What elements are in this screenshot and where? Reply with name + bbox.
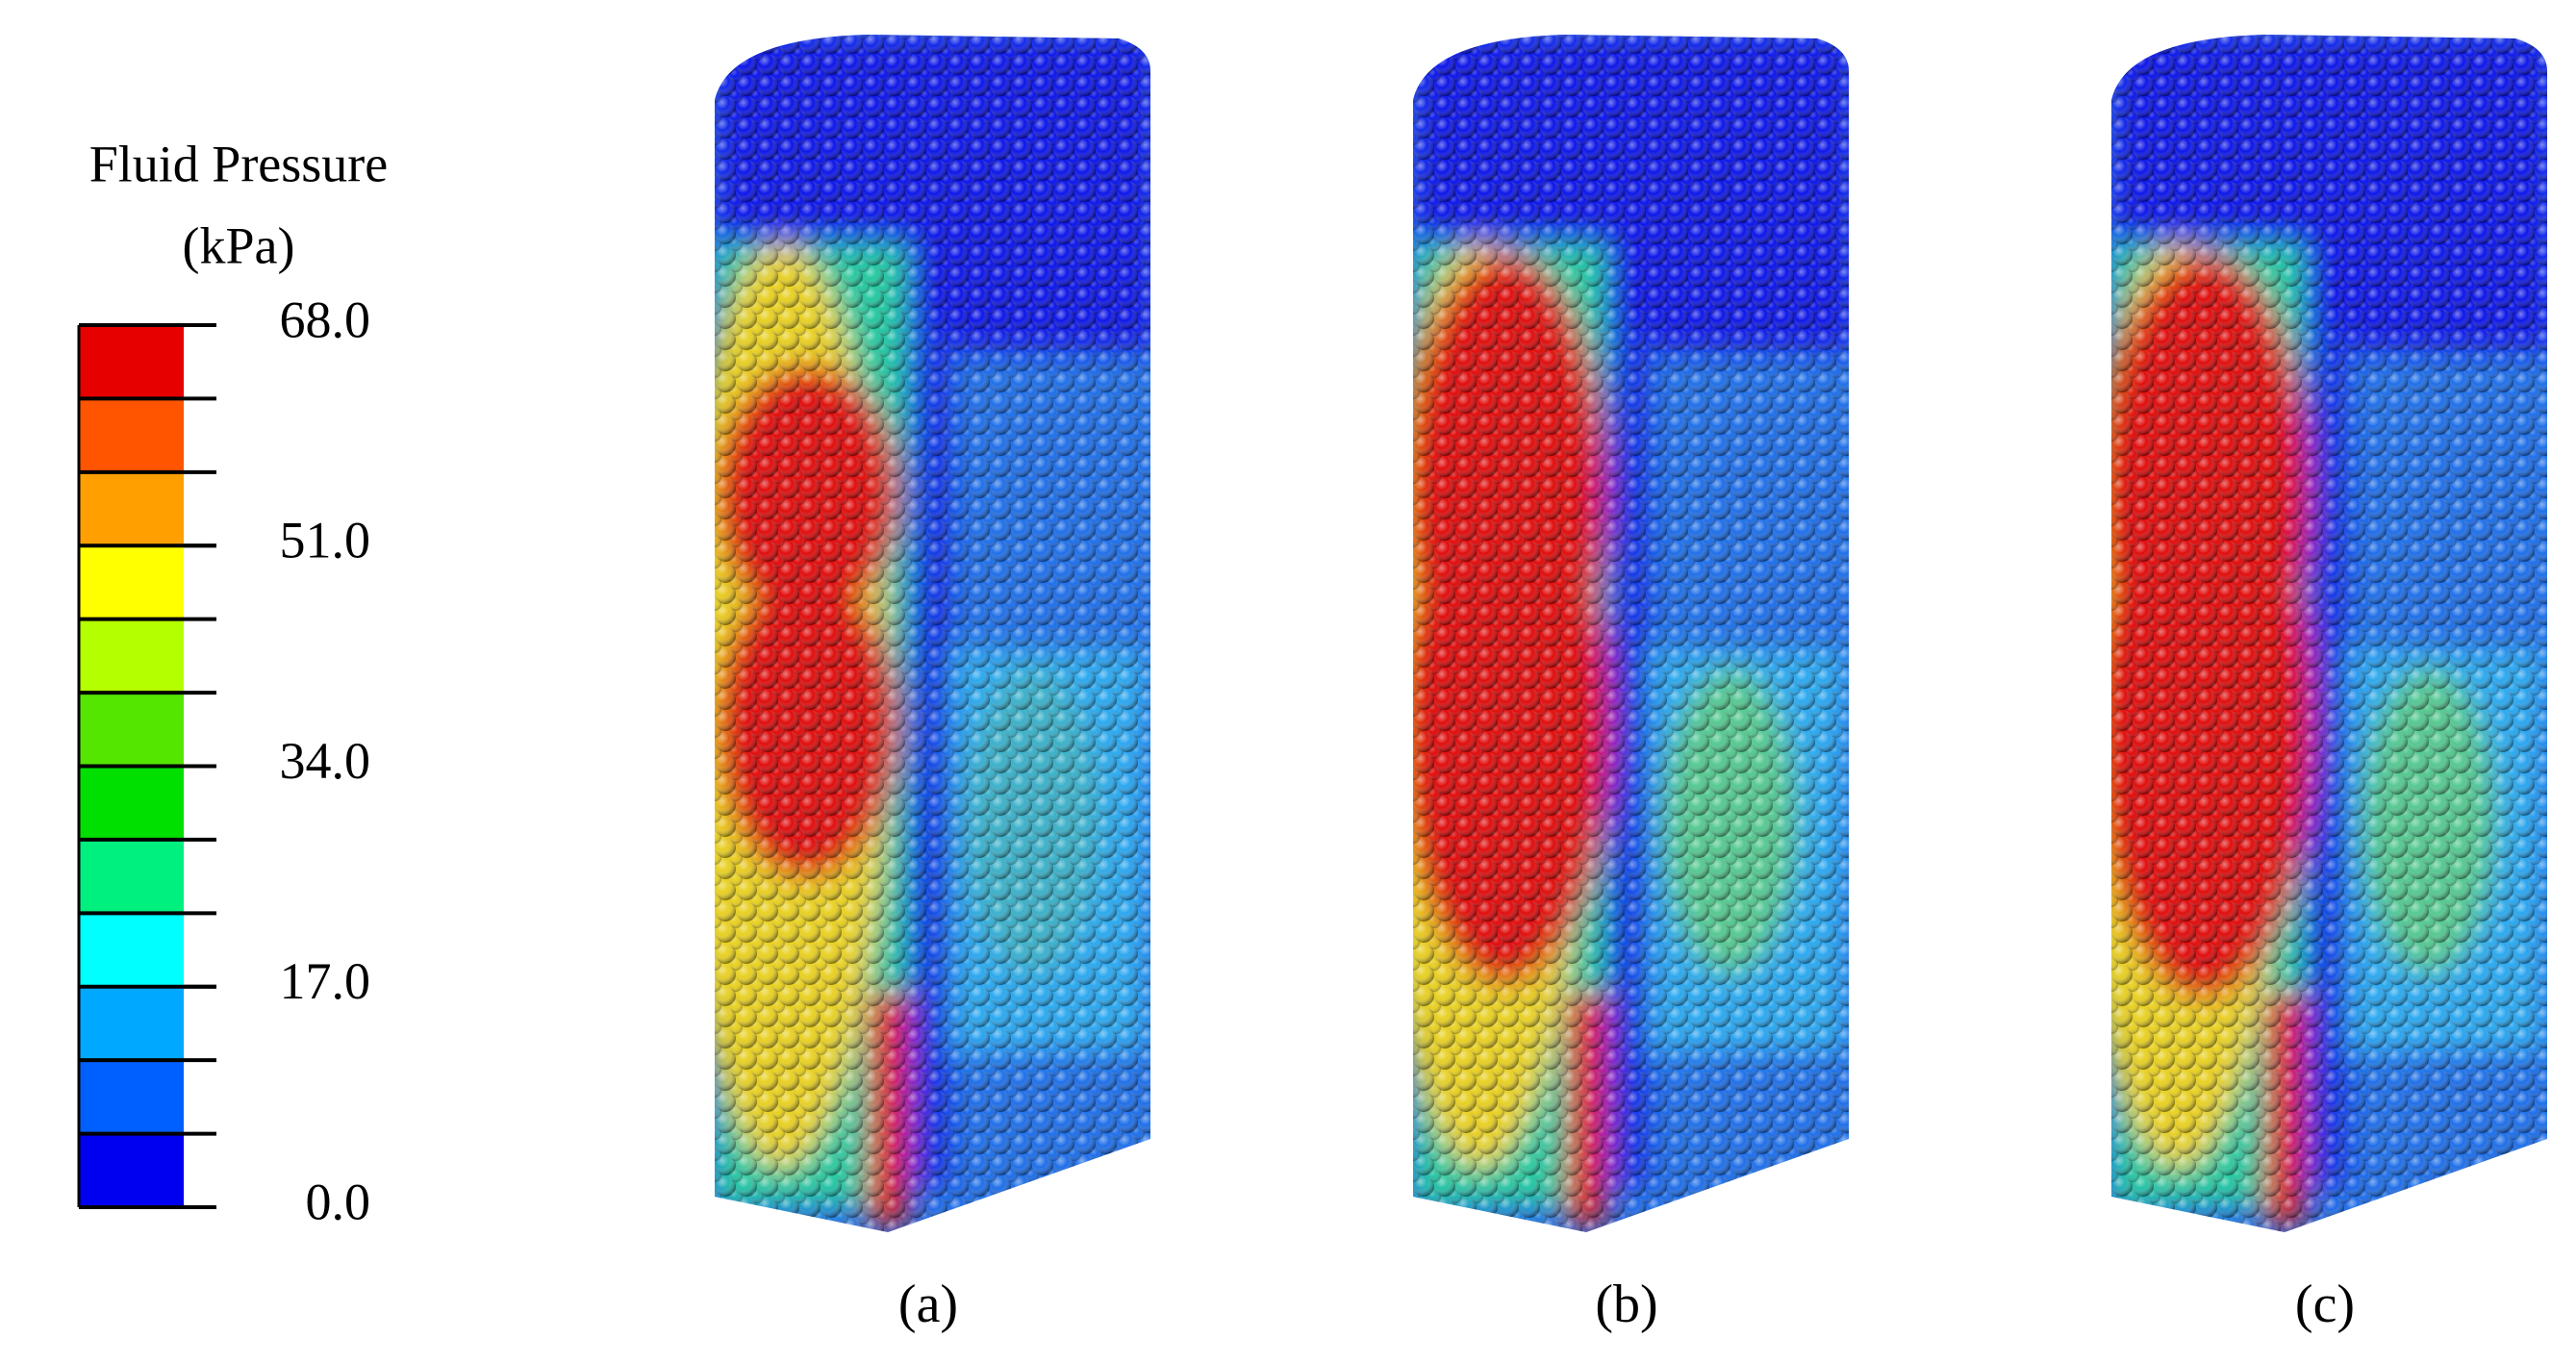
colorbar-band bbox=[79, 325, 184, 399]
colorbar-band bbox=[79, 545, 184, 620]
colorbar-band bbox=[79, 1060, 184, 1135]
legend-title: Fluid Pressure bbox=[89, 135, 389, 192]
panel-label: (a) bbox=[898, 1275, 958, 1334]
colorbar-band bbox=[79, 619, 184, 694]
render-body bbox=[715, 35, 1150, 1232]
colorbar-tick-label: 0.0 bbox=[306, 1173, 371, 1230]
colorbar-tick-label: 34.0 bbox=[280, 732, 371, 790]
legend-unit: (kPa) bbox=[183, 216, 295, 274]
colorbar-band bbox=[79, 398, 184, 473]
sphere-texture bbox=[2111, 35, 2547, 1232]
render-body bbox=[2111, 35, 2547, 1232]
colorbar: 68.0 51.0 34.0 17.0 0.0 bbox=[77, 290, 371, 1230]
panel-label: (b) bbox=[1595, 1275, 1657, 1334]
colorbar-band bbox=[79, 471, 184, 546]
render-body bbox=[1413, 35, 1849, 1232]
colorbar-band bbox=[79, 839, 184, 914]
colorbar-band bbox=[79, 1133, 184, 1208]
colorbar-band bbox=[79, 766, 184, 841]
sphere-texture bbox=[1413, 35, 1849, 1232]
colorbar-band bbox=[79, 913, 184, 988]
particle-render bbox=[1413, 35, 1849, 1232]
colorbar-band bbox=[79, 693, 184, 767]
panels: (a) (b) (c) bbox=[715, 35, 2547, 1334]
panel-label: (c) bbox=[2295, 1275, 2355, 1334]
colorbar-band bbox=[79, 986, 184, 1061]
sphere-texture bbox=[715, 35, 1150, 1232]
particle-render bbox=[2111, 35, 2547, 1232]
colorbar-tick-label: 51.0 bbox=[280, 512, 371, 569]
colorbar-tick-label: 68.0 bbox=[280, 290, 371, 348]
particle-render bbox=[715, 35, 1150, 1232]
colorbar-tick-label: 17.0 bbox=[280, 952, 371, 1010]
